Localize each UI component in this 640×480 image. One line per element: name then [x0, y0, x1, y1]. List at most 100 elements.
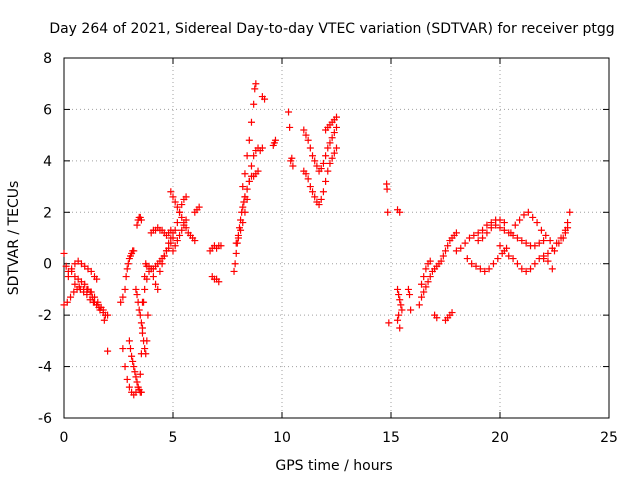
data-point [529, 213, 537, 221]
data-point [122, 273, 130, 281]
series-sat-f [117, 247, 138, 306]
data-point [195, 203, 203, 211]
data-point [540, 255, 548, 263]
data-point [119, 345, 127, 353]
data-point [171, 226, 179, 234]
plot-frame [63, 57, 610, 419]
data-point [324, 167, 332, 175]
y-tick-label: 8 [43, 51, 52, 67]
data-point [546, 237, 554, 245]
data-point [319, 159, 327, 167]
series-sat-o [169, 216, 190, 255]
data-point [171, 242, 179, 250]
data-point [135, 306, 143, 314]
x-axis-title: GPS time / hours [275, 458, 392, 474]
series-sat-a [60, 285, 112, 319]
data-point [119, 293, 127, 301]
data-point [492, 221, 500, 229]
chart-title: Day 264 of 2021, Sidereal Day-to-day VTE… [49, 21, 614, 37]
series-sat-c [64, 257, 101, 283]
data-point [137, 319, 145, 327]
data-point [437, 257, 445, 265]
y-tick-label: 0 [43, 257, 52, 273]
data-point [169, 193, 177, 201]
data-point [555, 239, 563, 247]
data-point [261, 95, 269, 103]
data-point [215, 278, 223, 286]
data-point [306, 183, 314, 191]
data-point [99, 306, 107, 314]
data-point [68, 265, 76, 273]
data-point [527, 265, 535, 273]
data-point [461, 239, 469, 247]
ticks [63, 57, 610, 419]
y-tick-label: 2 [43, 205, 52, 221]
data-point [154, 285, 162, 293]
data-point [500, 219, 508, 227]
series-sat-i [133, 213, 145, 229]
data-point [481, 267, 489, 275]
series-sat-t [232, 144, 266, 247]
data-point [457, 244, 465, 252]
data-point [540, 237, 548, 245]
data-point [442, 247, 449, 255]
data-point [137, 388, 145, 396]
data-point [500, 226, 508, 234]
data-point [241, 193, 249, 201]
series-sat-w [258, 93, 279, 149]
series-sat-ae [404, 285, 415, 314]
data-point [124, 260, 132, 268]
data-point [383, 185, 391, 193]
data-point [439, 252, 447, 260]
data-point [420, 288, 428, 296]
data-point [121, 285, 129, 293]
data-point [104, 347, 112, 355]
data-point [422, 265, 430, 273]
data-point [128, 352, 136, 360]
tick-labels: 0 5 10 15 20 25 -6 -4 -2 0 2 4 6 8 [38, 51, 618, 446]
data-point [232, 239, 240, 247]
data-point [474, 229, 482, 237]
data-point [422, 283, 430, 291]
data-point [133, 291, 141, 299]
data-point [130, 247, 138, 255]
data-point [131, 368, 139, 376]
series-sat-x [285, 108, 297, 170]
data-point [133, 221, 141, 229]
data-point [396, 208, 404, 216]
data-point [87, 267, 95, 275]
data-point [149, 273, 157, 281]
data-point [247, 162, 255, 170]
data-point [496, 242, 504, 250]
data-point [245, 136, 253, 144]
data-point [132, 373, 140, 381]
data-point [489, 260, 497, 268]
series-sat-ab [383, 180, 404, 327]
data-point [141, 285, 149, 293]
data-point [448, 309, 456, 317]
data-point [123, 265, 131, 273]
data-point [566, 208, 574, 216]
series-sat-v [241, 167, 262, 201]
data-point [125, 337, 133, 345]
data-point [286, 123, 294, 131]
y-axis-title: SDTVAR / TECUs [6, 181, 22, 296]
data-point [182, 216, 190, 224]
data-point [522, 267, 530, 275]
data-point [418, 280, 426, 288]
data-point [302, 131, 310, 139]
series-sat-p [191, 203, 203, 216]
data-point [123, 375, 131, 383]
data-point [520, 211, 528, 219]
data-point [152, 280, 160, 288]
data-point [117, 298, 125, 306]
data-point [160, 252, 168, 260]
data-point [173, 203, 181, 211]
data-point [231, 260, 239, 268]
x-tick-label: 15 [382, 430, 400, 446]
data-point [418, 293, 426, 301]
data-point [178, 213, 186, 221]
data-point [476, 265, 484, 273]
series-sat-aa [322, 113, 340, 134]
